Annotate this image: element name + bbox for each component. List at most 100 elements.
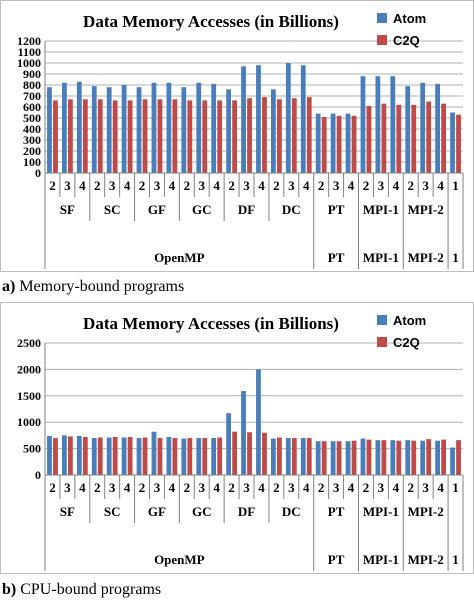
bar-atom-16 <box>270 89 276 173</box>
bar-c2q-13 <box>232 431 238 475</box>
x-tick-label: 4 <box>393 480 400 495</box>
bar-atom-17 <box>285 63 291 173</box>
bar-c2q-8 <box>157 99 163 173</box>
bar-atom-10 <box>181 87 187 173</box>
y-tick-label: 0 <box>35 468 41 482</box>
x-tick-label: 3 <box>199 480 206 495</box>
supergroup-label: PT <box>328 552 345 567</box>
chart-title: Data Memory Accesses (in Billions) <box>83 314 339 333</box>
bar-atom-3 <box>76 81 82 173</box>
bar-c2q-2 <box>67 99 73 173</box>
legend-swatch-atom <box>377 315 387 325</box>
x-tick-label: 2 <box>49 480 56 495</box>
bar-c2q-17 <box>291 98 297 173</box>
bar-c2q-14 <box>247 432 252 475</box>
y-tick-label: 700 <box>23 89 41 103</box>
x-tick-label: 4 <box>213 480 220 495</box>
x-tick-label: 3 <box>243 178 250 193</box>
bar-c2q-10 <box>187 438 193 475</box>
x-tick-label: 3 <box>109 178 116 193</box>
bar-c2q-28 <box>456 114 461 173</box>
x-tick-label: 2 <box>408 480 415 495</box>
bar-atom-11 <box>196 438 202 475</box>
bar-c2q-27 <box>441 103 447 173</box>
bar-atom-2 <box>61 435 67 475</box>
bar-atom-6 <box>121 437 127 475</box>
y-tick-label: 2500 <box>17 336 41 350</box>
x-tick-label: 3 <box>64 480 71 495</box>
x-tick-label: 3 <box>333 480 340 495</box>
bar-atom-21 <box>345 441 351 475</box>
bar-atom-27 <box>435 440 441 475</box>
group-label: MPI-2 <box>408 504 444 519</box>
bar-c2q-26 <box>426 101 432 173</box>
bar-c2q-22 <box>366 105 372 173</box>
x-tick-label: 4 <box>169 178 176 193</box>
group-label: SC <box>104 202 121 217</box>
bar-atom-4 <box>91 86 97 173</box>
x-tick-label: 3 <box>154 178 161 193</box>
caption-text: CPU-bound programs <box>20 581 162 598</box>
group-label: MPI-2 <box>408 202 444 217</box>
legend-label-atom: Atom <box>393 313 426 328</box>
x-tick-label: 4 <box>169 480 176 495</box>
x-tick-label: 2 <box>139 480 146 495</box>
caption-memory-bound: a) Memory-bound programs <box>2 278 184 296</box>
bar-c2q-20 <box>336 115 342 173</box>
supergroup-label: MPI-2 <box>408 552 444 567</box>
bar-c2q-1 <box>53 100 58 173</box>
bar-atom-18 <box>300 65 306 173</box>
y-tick-label: 300 <box>23 133 41 147</box>
x-tick-label: 3 <box>378 178 385 193</box>
bar-atom-14 <box>241 66 246 173</box>
x-tick-label: 3 <box>243 480 250 495</box>
bar-c2q-19 <box>321 441 327 475</box>
x-tick-label: 2 <box>273 178 280 193</box>
group-label: SC <box>104 504 121 519</box>
bar-c2q-5 <box>112 100 118 173</box>
bar-atom-12 <box>211 83 217 173</box>
group-label: PT <box>328 202 345 217</box>
bar-c2q-18 <box>306 97 312 173</box>
legend-swatch-atom <box>377 13 387 23</box>
group-label: PT <box>328 504 345 519</box>
x-tick-label: 4 <box>348 178 355 193</box>
x-tick-label: 2 <box>94 480 101 495</box>
supergroup-label: MPI-1 <box>363 250 399 265</box>
bar-atom-10 <box>181 438 187 475</box>
bar-atom-6 <box>121 85 127 173</box>
x-tick-label: 2 <box>318 178 325 193</box>
chart-title: Data Memory Accesses (in Billions) <box>83 12 339 31</box>
supergroup-label: PT <box>328 250 345 265</box>
bar-atom-21 <box>345 113 351 173</box>
x-tick-label: 2 <box>184 480 191 495</box>
y-tick-label: 600 <box>23 100 41 114</box>
bar-c2q-21 <box>351 115 357 173</box>
x-tick-label: 4 <box>124 178 131 193</box>
bar-atom-14 <box>241 391 246 475</box>
bar-atom-18 <box>300 438 306 475</box>
bar-atom-16 <box>270 438 276 475</box>
group-label: SF <box>60 202 75 217</box>
bar-c2q-10 <box>187 100 193 173</box>
bar-atom-9 <box>166 436 172 475</box>
bar-c2q-4 <box>97 437 103 475</box>
bar-c2q-2 <box>67 436 73 475</box>
bar-atom-20 <box>330 441 336 475</box>
supergroup-label: 1 <box>452 250 459 265</box>
bar-atom-27 <box>435 83 441 173</box>
bar-c2q-6 <box>127 100 133 173</box>
bar-c2q-5 <box>112 436 118 475</box>
x-tick-label: 2 <box>408 178 415 193</box>
bar-atom-15 <box>256 369 261 475</box>
bar-atom-17 <box>285 438 291 475</box>
x-tick-label: 4 <box>258 178 265 193</box>
x-tick-label: 2 <box>363 178 370 193</box>
chart-panel-memory-bound: Data Memory Accesses (in Billions) 0 100 20… <box>0 0 474 272</box>
bar-c2q-3 <box>82 99 88 173</box>
bar-c2q-19 <box>321 116 327 173</box>
x-tick-label: 2 <box>139 178 146 193</box>
bar-atom-4 <box>91 438 97 475</box>
x-tick-label: 4 <box>79 178 86 193</box>
x-tick-label: 4 <box>437 178 444 193</box>
